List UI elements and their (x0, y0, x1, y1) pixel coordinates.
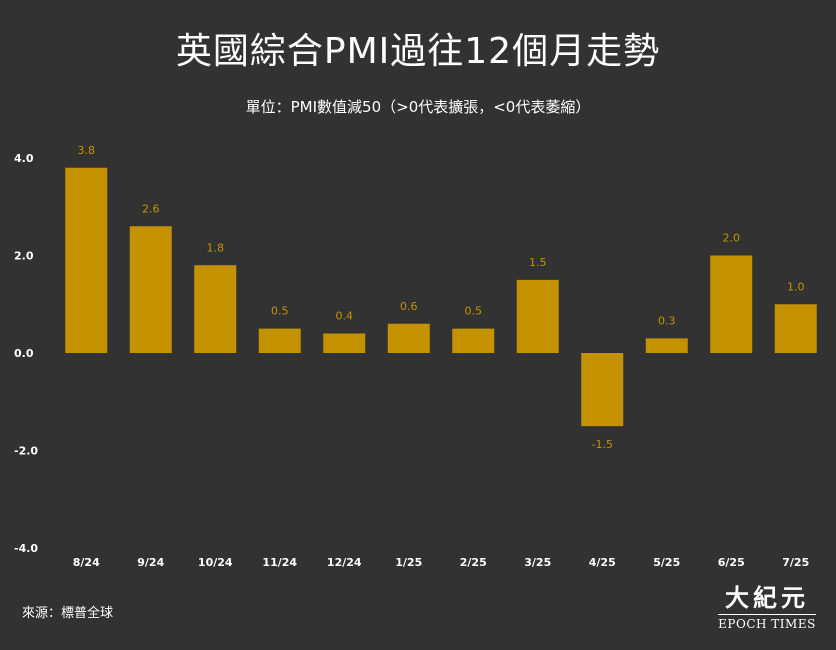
bar (258, 328, 301, 353)
x-tick-label: 7/25 (782, 556, 809, 569)
y-tick-label: 0.0 (14, 347, 34, 360)
data-label: 0.5 (271, 305, 289, 318)
data-label: 0.3 (658, 314, 676, 327)
logo-divider (718, 614, 816, 615)
data-label: 1.5 (529, 256, 547, 269)
data-label: 2.0 (723, 232, 741, 245)
x-tick-label: 10/24 (198, 556, 233, 569)
logo-chinese: 大紀元 (725, 583, 809, 612)
bar (581, 353, 624, 427)
x-tick-label: 4/25 (589, 556, 616, 569)
x-tick-label: 11/24 (262, 556, 297, 569)
bar (129, 226, 172, 353)
bar (516, 279, 559, 353)
y-tick-label: -4.0 (14, 542, 38, 555)
data-label: 1.8 (207, 241, 225, 254)
bar (387, 323, 430, 353)
bar (710, 255, 753, 353)
y-tick-label: 4.0 (14, 152, 34, 165)
data-label: 1.0 (787, 280, 805, 293)
chart-title: 英國綜合PMI過往12個月走勢 (175, 31, 661, 72)
y-tick-label: 2.0 (14, 250, 34, 263)
bar (323, 333, 366, 353)
bar (194, 265, 237, 353)
data-label: 3.8 (78, 144, 96, 157)
source-note: 來源：標普全球 (22, 606, 114, 621)
x-tick-label: 6/25 (718, 556, 745, 569)
data-label: 2.6 (142, 202, 160, 215)
data-label: 0.4 (336, 310, 354, 323)
data-label: -1.5 (592, 438, 613, 451)
bar (65, 167, 108, 353)
x-tick-label: 2/25 (460, 556, 487, 569)
x-tick-label: 8/24 (73, 556, 100, 569)
x-tick-label: 9/24 (137, 556, 164, 569)
x-tick-label: 1/25 (395, 556, 422, 569)
x-tick-label: 3/25 (524, 556, 551, 569)
y-tick-label: -2.0 (14, 445, 38, 458)
logo-english: EPOCH TIMES (718, 617, 816, 631)
data-label: 0.6 (400, 300, 418, 313)
chart-subtitle: 單位：PMI數值減50（>0代表擴張，<0代表萎縮） (245, 98, 591, 116)
data-label: 0.5 (465, 305, 483, 318)
bar (452, 328, 495, 353)
bar (774, 304, 817, 353)
bar (645, 338, 688, 353)
x-tick-label: 5/25 (653, 556, 680, 569)
x-tick-label: 12/24 (327, 556, 362, 569)
epoch-times-logo: 大紀元 EPOCH TIMES (716, 584, 818, 634)
